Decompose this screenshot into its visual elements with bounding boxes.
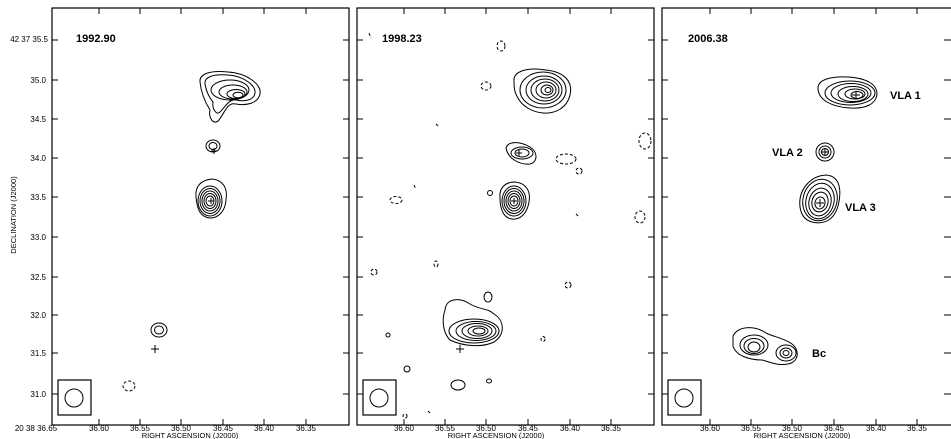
x-tick-label: 36.45 bbox=[213, 424, 234, 433]
panel-2-x-tick-labels: 36.60 36.55 36.50 36.45 36.40 36.35 bbox=[394, 424, 622, 433]
panel-2: 1998.23 36.60 36.55 36.50 36.45 36.40 36… bbox=[356, 7, 655, 439]
x-tick-label: 36.55 bbox=[130, 424, 151, 433]
panel-1-epoch: 1992.90 bbox=[76, 33, 116, 45]
y-tick-label: 42 37 35.5 bbox=[10, 35, 48, 44]
x-axis-label: RIGHT ASCENSION (J2000) bbox=[448, 431, 545, 439]
x-tick-label: 36.55 bbox=[435, 424, 456, 433]
panel-2-ticks bbox=[357, 8, 654, 425]
label-vla-2: VLA 2 bbox=[772, 147, 803, 159]
x-tick-label: 36.60 bbox=[394, 424, 415, 433]
panel-3-frame bbox=[661, 7, 951, 426]
panel-3-epoch: 2006.38 bbox=[688, 33, 728, 45]
panel-2-position-markers bbox=[456, 150, 522, 353]
x-tick-label: 36.60 bbox=[89, 424, 110, 433]
x-tick-label: 36.35 bbox=[601, 424, 622, 433]
panel-1: 1992.90 42 37 35.5 35.0 34.5 34.0 33.5 3… bbox=[10, 7, 350, 439]
x-tick-label: 36.40 bbox=[254, 424, 275, 433]
y-tick-label: 35.0 bbox=[30, 76, 46, 85]
y-tick-label: 34.0 bbox=[30, 154, 46, 163]
x-axis-label: RIGHT ASCENSION (J2000) bbox=[754, 431, 851, 439]
panel-1-ticks bbox=[52, 8, 349, 425]
label-vla-1: VLA 1 bbox=[890, 90, 921, 102]
x-tick-label: 36.55 bbox=[741, 424, 762, 433]
y-axis-label: DECLINATION (J2000) bbox=[9, 176, 18, 254]
x-tick-label: 36.40 bbox=[866, 424, 887, 433]
y-tick-label: 31.0 bbox=[30, 390, 46, 399]
panel-1-x-tick-labels: 20 38 36.65 36.60 36.55 36.50 36.45 36.4… bbox=[15, 424, 317, 433]
x-tick-label: 36.50 bbox=[171, 424, 192, 433]
panel-1-position-markers bbox=[151, 148, 217, 353]
panel-3-position-markers bbox=[816, 91, 860, 207]
label-vla-3: VLA 3 bbox=[845, 202, 876, 214]
x-tick-label: 36.35 bbox=[296, 424, 317, 433]
y-tick-label: 33.0 bbox=[30, 233, 46, 242]
x-axis-label: RIGHT ASCENSION (J2000) bbox=[142, 431, 239, 439]
panel-3-source-labels: VLA 1 VLA 2 VLA 3 Bc bbox=[772, 90, 921, 360]
panel-2-epoch: 1998.23 bbox=[382, 33, 422, 45]
panel-2-frame bbox=[356, 7, 655, 426]
y-tick-label: 33.5 bbox=[30, 193, 46, 202]
label-bc: Bc bbox=[812, 348, 826, 360]
panel-3: 2006.38 36.60 36.55 36.50 36.45 36.40 36… bbox=[661, 7, 951, 439]
x-tick-label: 36.50 bbox=[782, 424, 803, 433]
x-tick-label: 36.45 bbox=[518, 424, 539, 433]
x-tick-label: 36.50 bbox=[476, 424, 497, 433]
panel-2-beam bbox=[362, 379, 397, 416]
panel-3-beam bbox=[667, 379, 702, 416]
panel-1-y-tick-labels: 42 37 35.5 35.0 34.5 34.0 33.5 33.0 32.5… bbox=[10, 35, 48, 399]
x-tick-label: 36.40 bbox=[560, 424, 581, 433]
panel-3-ticks bbox=[662, 8, 951, 425]
y-tick-label: 31.5 bbox=[30, 349, 46, 358]
panel-2-contours bbox=[368, 32, 652, 419]
panel-1-contours bbox=[122, 71, 261, 392]
x-tick-label: 36.45 bbox=[824, 424, 845, 433]
y-tick-label: 32.5 bbox=[30, 273, 46, 282]
panel-3-contours bbox=[732, 76, 878, 365]
x-tick-label: 36.60 bbox=[700, 424, 721, 433]
y-tick-label: 34.5 bbox=[30, 115, 46, 124]
y-tick-label: 32.0 bbox=[30, 311, 46, 320]
panel-1-beam bbox=[57, 379, 92, 416]
panel-1-frame bbox=[51, 7, 350, 426]
panel-3-x-tick-labels: 36.60 36.55 36.50 36.45 36.40 36.35 bbox=[700, 424, 928, 433]
x-tick-label: 36.35 bbox=[907, 424, 928, 433]
x-tick-label: 20 38 36.65 bbox=[15, 424, 58, 433]
